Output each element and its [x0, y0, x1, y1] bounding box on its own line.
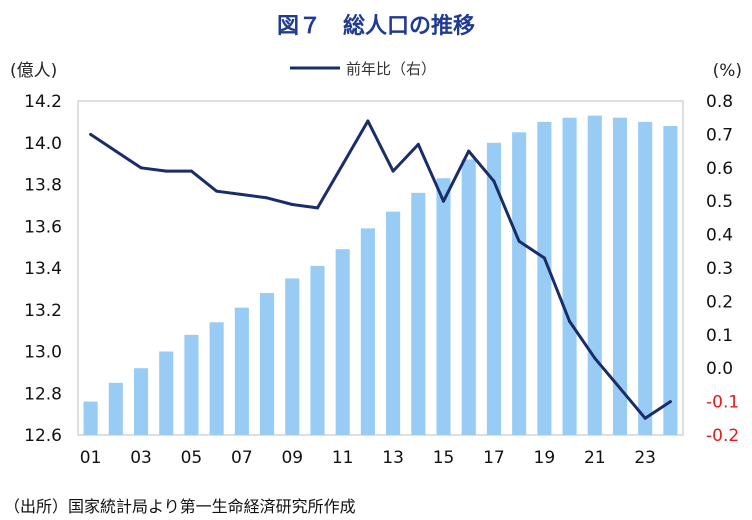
x-tick-label: 15: [433, 448, 455, 468]
population-bar-12: [360, 228, 375, 435]
right-tick-label: -0.2: [706, 426, 739, 446]
left-tick-label: 12.8: [24, 384, 62, 404]
population-bar-19: [537, 121, 552, 435]
left-tick-label: 13.4: [24, 259, 62, 279]
x-tick-label: 21: [584, 448, 606, 468]
right-tick-label: 0.2: [706, 292, 733, 312]
population-bar-21: [587, 115, 602, 436]
bar-series: [83, 115, 678, 436]
left-tick-label: 14.0: [24, 134, 62, 154]
population-bar-07: [234, 307, 249, 435]
population-bar-03: [133, 368, 149, 435]
right-tick-label: 0.4: [706, 226, 733, 246]
legend: 前年比（右）: [290, 60, 436, 78]
source-note: （出所）国家統計局より第一生命経済研究所作成: [4, 497, 356, 516]
x-tick-label: 07: [231, 448, 253, 468]
population-bar-15: [436, 178, 451, 436]
plot-area: [77, 100, 684, 436]
left-tick-label: 12.6: [24, 426, 62, 446]
left-tick-label: 13.2: [24, 301, 62, 321]
x-tick-label: 23: [634, 448, 656, 468]
population-bar-14: [411, 192, 426, 435]
right-tick-label: 0.1: [706, 326, 733, 346]
x-tick-label: 03: [130, 448, 152, 468]
yoy-point-24: [668, 400, 672, 404]
chart-title: 図７ 総人口の推移: [277, 13, 475, 39]
yoy-point-03: [139, 166, 143, 170]
yoy-point-11: [341, 162, 345, 166]
yoy-point-17: [492, 179, 496, 183]
yoy-point-01: [89, 132, 93, 136]
yoy-growth-line: [89, 119, 672, 420]
population-bar-18: [512, 132, 527, 435]
population-bar-13: [386, 211, 401, 435]
population-bar-11: [335, 249, 350, 435]
population-bar-16: [461, 159, 476, 435]
right-axis-ticks: 0.8 0.7 0.6 0.5 0.4 0.3 0.2 0.1 0.0 -0.1 -0.2: [706, 92, 739, 446]
yoy-point-09: [290, 203, 294, 207]
left-tick-label: 13.0: [24, 343, 62, 363]
x-tick-label: 05: [181, 448, 203, 468]
right-tick-label: -0.1: [706, 393, 739, 413]
x-tick-label: 11: [332, 448, 354, 468]
yoy-point-04: [164, 169, 168, 173]
x-tick-label: 01: [80, 448, 102, 468]
population-bar-09: [285, 278, 300, 435]
yoy-point-22: [618, 386, 622, 390]
left-tick-label: 13.6: [24, 217, 62, 237]
x-tick-label: 09: [281, 448, 303, 468]
yoy-point-08: [265, 196, 269, 200]
population-bar-01: [83, 401, 98, 435]
yoy-point-15: [442, 199, 446, 203]
right-tick-label: 0.8: [706, 92, 733, 112]
population-bar-08: [260, 293, 275, 435]
yoy-point-02: [114, 149, 118, 153]
right-tick-label: 0.5: [706, 192, 733, 212]
x-tick-label: 13: [382, 448, 404, 468]
population-bar-06: [209, 322, 224, 435]
yoy-point-07: [240, 193, 244, 197]
right-axis-unit: (%): [713, 61, 742, 81]
yoy-point-05: [189, 169, 193, 173]
yoy-point-10: [315, 206, 319, 210]
line-series: [89, 119, 672, 420]
x-tick-label: 17: [483, 448, 505, 468]
population-bar-23: [638, 121, 653, 435]
population-bar-22: [612, 117, 628, 435]
left-tick-label: 13.8: [24, 176, 62, 196]
yoy-point-20: [568, 319, 572, 323]
right-tick-label: 0.3: [706, 259, 733, 279]
left-axis-ticks: 14.2 14.0 13.8 13.6 13.4 13.2 13.0 12.8 12.6: [24, 92, 62, 446]
x-tick-label: 19: [534, 448, 556, 468]
population-bar-17: [486, 142, 501, 435]
population-bar-10: [310, 265, 325, 435]
yoy-point-14: [416, 142, 420, 146]
left-tick-label: 14.2: [24, 92, 62, 112]
yoy-point-19: [542, 256, 546, 260]
left-axis-unit: (億人): [10, 61, 57, 81]
population-bar-02: [108, 382, 123, 435]
yoy-point-21: [593, 356, 597, 360]
right-tick-label: 0.6: [706, 159, 733, 179]
yoy-point-23: [643, 416, 647, 420]
population-bar-04: [159, 351, 174, 435]
population-bar-20: [562, 117, 577, 435]
population-bar-05: [184, 334, 199, 435]
yoy-point-12: [366, 119, 370, 123]
yoy-point-06: [215, 189, 219, 193]
right-tick-label: 0.7: [706, 125, 733, 145]
x-axis-ticks: 01 03 05 07 09 11 13 15 17 19 21 23: [80, 448, 656, 468]
yoy-point-13: [391, 169, 395, 173]
population-bar-24: [663, 126, 678, 436]
legend-label: 前年比（右）: [346, 60, 436, 78]
yoy-point-16: [467, 149, 471, 153]
yoy-point-18: [517, 239, 521, 243]
right-tick-label: 0.0: [706, 359, 733, 379]
